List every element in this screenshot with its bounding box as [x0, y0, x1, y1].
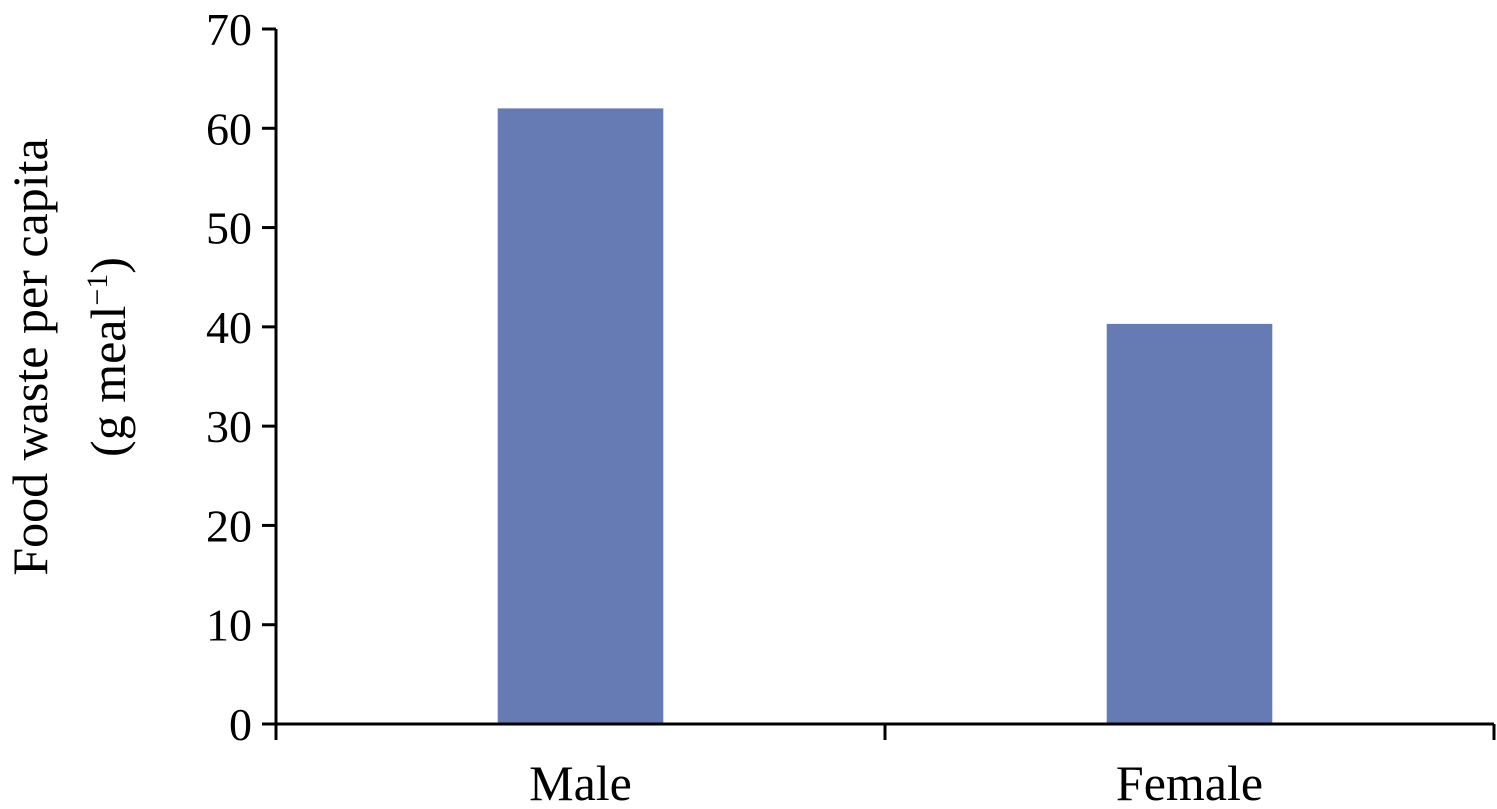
y-tick-label-30: 30: [206, 401, 252, 452]
bars-layer: [497, 108, 1273, 724]
bar-female: [1106, 323, 1273, 724]
y-tick-label-70: 70: [206, 4, 252, 55]
y-tick-label-10: 10: [206, 600, 252, 651]
y-axis-title-line2: (g meal−1): [80, 257, 136, 457]
y-axis-title-units: (g meal−1): [80, 257, 136, 457]
y-tick-label-60: 60: [206, 103, 252, 154]
axes-layer: [262, 27, 1496, 740]
bar-male: [497, 108, 664, 724]
y-axis-title-line1: Food waste per capita: [2, 138, 58, 575]
x-tick-label-female: Female: [1116, 755, 1263, 804]
y-tick-label-20: 20: [206, 500, 252, 551]
y-tick-label-40: 40: [206, 302, 252, 353]
labels-layer: Male Female 0 10 20 30 40 50 60 70: [206, 4, 1263, 809]
x-tick-label-male: Male: [529, 755, 632, 804]
y-axis-units-prefix: (g meal: [80, 306, 136, 457]
y-axis-title: Food waste per capita: [2, 138, 58, 575]
y-axis-units-suffix: ): [80, 257, 136, 274]
y-tick-label-0: 0: [229, 699, 252, 750]
y-tick-label-50: 50: [206, 203, 252, 254]
y-axis-units-superscript: −1: [81, 274, 114, 306]
